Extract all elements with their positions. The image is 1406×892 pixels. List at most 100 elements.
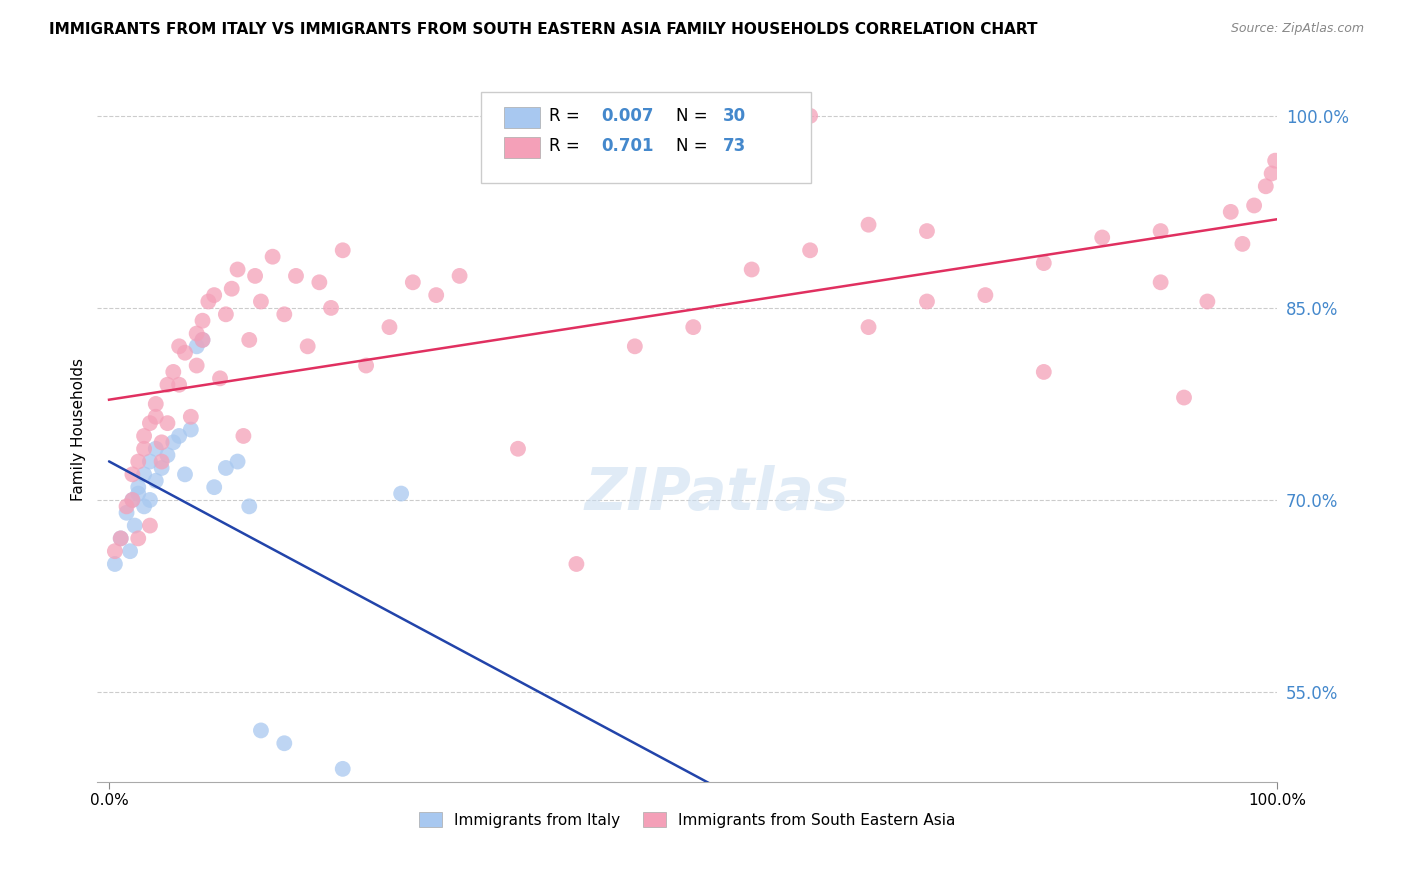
Point [191,333,214,347]
Point [139,493,162,508]
Point [150,454,173,468]
FancyBboxPatch shape [505,137,540,159]
Point [1032,365,1054,379]
Point [115,506,138,520]
Point [191,314,214,328]
Point [127,454,149,468]
Point [145,409,167,424]
Point [1197,294,1219,309]
Point [186,359,208,373]
Point [156,377,179,392]
Point [449,268,471,283]
Text: 0.701: 0.701 [602,137,654,155]
Point [124,518,146,533]
Point [191,333,214,347]
Point [1232,236,1254,251]
Point [145,397,167,411]
Point [1219,205,1241,219]
Point [285,268,308,283]
Point [1149,275,1171,289]
Point [389,486,412,500]
Text: N =: N = [676,137,713,155]
Point [308,275,330,289]
Point [741,262,763,277]
Point [238,333,260,347]
Point [162,365,184,379]
Point [319,301,342,315]
Text: 0.007: 0.007 [602,107,654,125]
Text: 73: 73 [723,137,747,155]
Text: R =: R = [550,107,585,125]
Point [226,262,249,277]
Point [425,288,447,302]
Point [121,467,143,482]
Point [215,461,238,475]
Point [402,275,425,289]
Point [1032,256,1054,270]
Point [127,532,149,546]
Point [186,326,208,341]
Point [858,218,880,232]
Text: ZIPatlas: ZIPatlas [585,465,849,522]
Point [202,288,225,302]
Point [1149,224,1171,238]
Point [273,307,295,321]
Point [132,500,155,514]
Point [974,288,997,302]
Point [174,467,197,482]
Point [565,557,588,571]
Text: R =: R = [550,137,585,155]
Text: N =: N = [676,107,713,125]
Point [332,762,354,776]
Point [243,268,266,283]
Point [273,736,295,750]
Point [132,467,155,482]
Text: 30: 30 [723,107,747,125]
Point [215,307,238,321]
Text: Source: ZipAtlas.com: Source: ZipAtlas.com [1230,22,1364,36]
Point [167,339,190,353]
Point [145,442,167,456]
Point [156,448,179,462]
Point [262,250,284,264]
Point [145,474,167,488]
Point [378,320,401,334]
Point [186,339,208,353]
Point [139,454,162,468]
Point [180,409,202,424]
Point [132,442,155,456]
Point [506,442,529,456]
Point [226,454,249,468]
Y-axis label: Family Households: Family Households [72,358,86,501]
Point [232,429,254,443]
Point [202,480,225,494]
Point [915,224,938,238]
Point [799,244,821,258]
Point [115,500,138,514]
Point [156,416,179,430]
Point [162,435,184,450]
Point [120,544,142,558]
Point [1264,153,1286,168]
Point [197,294,219,309]
Point [858,320,880,334]
Point [1243,198,1265,212]
Point [1173,391,1195,405]
Point [1254,179,1277,194]
Point [1260,166,1282,180]
Point [297,339,319,353]
Point [167,377,190,392]
Point [104,557,127,571]
Point [110,532,132,546]
Point [799,109,821,123]
Point [250,723,273,738]
Point [354,359,377,373]
Point [104,544,127,558]
Point [121,493,143,508]
Point [221,282,243,296]
Text: IMMIGRANTS FROM ITALY VS IMMIGRANTS FROM SOUTH EASTERN ASIA FAMILY HOUSEHOLDS CO: IMMIGRANTS FROM ITALY VS IMMIGRANTS FROM… [49,22,1038,37]
Point [127,486,149,500]
Point [180,423,202,437]
Point [682,320,704,334]
Point [174,345,197,359]
